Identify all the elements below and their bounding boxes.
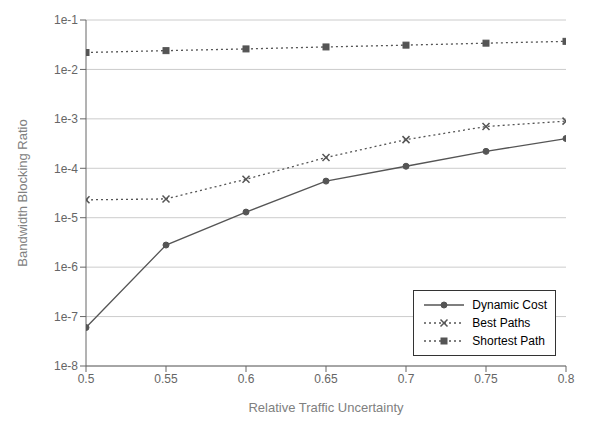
- svg-text:0.7: 0.7: [398, 372, 415, 386]
- svg-text:Bandwidth Blocking Ratio: Bandwidth Blocking Ratio: [15, 119, 30, 266]
- svg-text:Relative Traffic Uncertainty: Relative Traffic Uncertainty: [248, 400, 404, 415]
- svg-text:1e-2: 1e-2: [54, 63, 78, 77]
- svg-text:1e-7: 1e-7: [54, 310, 78, 324]
- svg-text:0.55: 0.55: [154, 372, 178, 386]
- svg-text:0.8: 0.8: [558, 372, 575, 386]
- html-text:Dynamic Cost: Dynamic Cost: [472, 298, 547, 312]
- html-text:Best Paths: Best Paths: [472, 316, 531, 330]
- svg-text:0.5: 0.5: [78, 372, 95, 386]
- svg-text:1e-8: 1e-8: [54, 359, 78, 373]
- svg-text:1e-6: 1e-6: [54, 260, 78, 274]
- svg-text:0.65: 0.65: [314, 372, 338, 386]
- svg-text:1e-3: 1e-3: [54, 112, 78, 126]
- svg-text:1e-1: 1e-1: [54, 13, 78, 27]
- html-text:Shortest Path: Shortest Path: [472, 334, 545, 348]
- svg-text:0.6: 0.6: [238, 372, 255, 386]
- svg-text:1e-5: 1e-5: [54, 211, 78, 225]
- svg-text:0.75: 0.75: [474, 372, 498, 386]
- svg-text:1e-4: 1e-4: [54, 162, 78, 176]
